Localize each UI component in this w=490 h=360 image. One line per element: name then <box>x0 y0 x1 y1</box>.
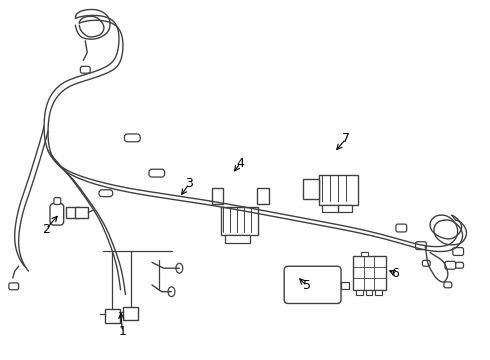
Text: 3: 3 <box>185 177 193 190</box>
FancyBboxPatch shape <box>9 283 19 290</box>
Bar <box>123 307 138 320</box>
Bar <box>303 179 318 199</box>
FancyBboxPatch shape <box>284 266 341 303</box>
Bar <box>366 290 372 294</box>
Bar <box>353 256 386 290</box>
Bar <box>212 188 223 203</box>
Bar <box>341 282 349 289</box>
Bar <box>375 290 382 294</box>
Bar <box>66 207 79 218</box>
FancyBboxPatch shape <box>422 260 430 266</box>
FancyBboxPatch shape <box>50 203 64 225</box>
Bar <box>318 175 358 204</box>
FancyBboxPatch shape <box>54 198 61 204</box>
Ellipse shape <box>176 263 183 273</box>
FancyBboxPatch shape <box>99 190 113 197</box>
Bar <box>105 309 120 323</box>
FancyBboxPatch shape <box>124 134 140 142</box>
FancyBboxPatch shape <box>416 242 426 249</box>
Bar <box>220 207 258 235</box>
Text: 5: 5 <box>303 279 311 292</box>
FancyBboxPatch shape <box>453 248 464 256</box>
Bar <box>322 204 352 212</box>
Bar <box>225 235 250 243</box>
Text: 4: 4 <box>236 157 244 170</box>
FancyBboxPatch shape <box>444 282 452 288</box>
FancyBboxPatch shape <box>80 66 90 73</box>
Text: 7: 7 <box>342 132 350 145</box>
FancyBboxPatch shape <box>456 262 464 268</box>
FancyBboxPatch shape <box>149 169 165 177</box>
Text: 6: 6 <box>391 267 399 280</box>
Bar <box>356 290 363 294</box>
Bar <box>75 207 88 218</box>
FancyBboxPatch shape <box>396 224 407 232</box>
FancyBboxPatch shape <box>445 261 456 269</box>
Ellipse shape <box>168 287 175 297</box>
Text: 2: 2 <box>42 222 50 235</box>
Bar <box>361 252 368 256</box>
Bar <box>257 188 269 203</box>
Text: 1: 1 <box>119 325 126 338</box>
